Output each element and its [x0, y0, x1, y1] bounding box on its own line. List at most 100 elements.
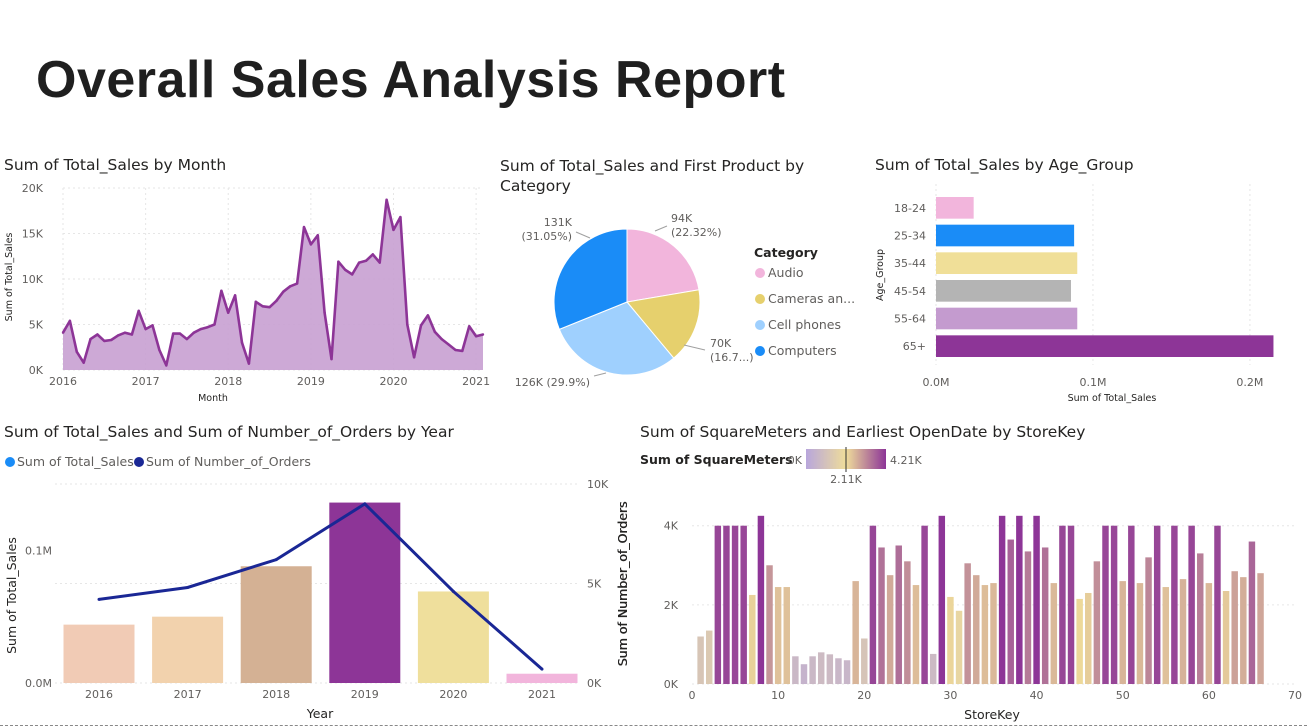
store-bar	[1205, 583, 1213, 684]
year-y2-tick: 10K	[587, 478, 609, 491]
store-bar	[1007, 539, 1014, 684]
month-x-tick: 2016	[49, 375, 77, 388]
year-x-tick: 2018	[262, 688, 290, 701]
pie-leader-line	[683, 344, 706, 351]
year-legend-marker	[5, 457, 15, 467]
month-y-tick: 0K	[29, 364, 44, 377]
pie-leader-line	[593, 372, 607, 377]
store-bar	[1136, 583, 1144, 684]
store-bar	[714, 525, 722, 684]
store-bar	[774, 587, 782, 684]
month-y-tick: 20K	[22, 182, 44, 195]
store-bar	[835, 658, 842, 684]
month-data-point	[96, 333, 99, 336]
month-data-point	[344, 268, 347, 272]
month-data-point	[461, 349, 464, 353]
store-bar	[697, 636, 704, 684]
store-bar	[783, 587, 790, 684]
category-chart-title: Sum of Total_Sales and First Product by …	[500, 157, 805, 195]
month-data-point	[192, 331, 196, 334]
month-x-axis-label: Month	[198, 393, 228, 404]
age-bar	[936, 280, 1071, 302]
month-y-tick: 15K	[22, 228, 44, 241]
year-legend-label: Sum of Total_Sales	[17, 454, 134, 469]
month-y-tick: 10K	[22, 273, 44, 286]
pie-data-label: 126K (29.9%)	[515, 376, 590, 389]
store-bar	[1093, 561, 1101, 684]
month-data-point	[89, 337, 92, 341]
month-data-point	[357, 261, 361, 264]
store-bar	[1188, 525, 1195, 684]
year-y-tick: 0.0M	[25, 677, 52, 690]
year-bar	[417, 591, 489, 683]
store-x-axis-label: StoreKey	[964, 707, 1020, 722]
month-data-point	[447, 343, 450, 346]
month-data-point	[289, 285, 292, 288]
month-data-point	[268, 306, 271, 309]
store-bar	[749, 594, 756, 684]
store-x-tick: 40	[1030, 689, 1044, 702]
store-bar	[955, 610, 963, 684]
store-bar	[981, 585, 989, 684]
age-y-tick: 35-44	[894, 257, 926, 270]
month-data-point	[468, 325, 471, 328]
store-bar	[912, 585, 920, 684]
store-bar	[1171, 525, 1178, 684]
store-bar	[1153, 525, 1161, 684]
month-data-point	[220, 289, 223, 293]
month-data-point	[144, 327, 147, 331]
store-bar	[1128, 525, 1135, 684]
report-title: Overall Sales Analysis Report	[36, 51, 786, 109]
store-y-axis-label: Sum of Number_of_Orders	[615, 502, 630, 667]
month-data-point	[426, 314, 430, 317]
age-x-tick: 0.1M	[1079, 376, 1106, 389]
page-divider	[0, 725, 1307, 726]
year-orders-point	[451, 589, 455, 593]
year-legend-marker	[134, 457, 144, 467]
store-scale-min: 0K	[788, 454, 803, 467]
store-x-tick: 30	[943, 689, 957, 702]
store-y-tick: 0K	[664, 678, 679, 691]
store-bar	[1067, 525, 1075, 684]
year-orders-point	[186, 585, 190, 589]
age-bar	[936, 307, 1078, 330]
store-bar	[1222, 591, 1230, 684]
month-data-point	[412, 356, 416, 359]
store-bar	[886, 575, 894, 684]
store-x-tick: 20	[857, 689, 871, 702]
year-x-tick: 2017	[174, 688, 202, 701]
store-chart-title: Sum of SquareMeters and Earliest OpenDat…	[640, 423, 1086, 441]
store-x-tick: 10	[771, 689, 785, 702]
store-bar	[1016, 515, 1023, 684]
age-chart-title: Sum of Total_Sales by Age_Group	[875, 156, 1134, 174]
month-data-point	[337, 260, 340, 263]
store-bar	[878, 547, 885, 684]
store-bar	[990, 583, 997, 684]
store-bar	[1257, 573, 1264, 684]
pie-legend-marker	[755, 346, 765, 356]
store-bar	[731, 525, 739, 684]
month-data-point	[165, 364, 168, 367]
month-data-point	[302, 225, 306, 229]
pie-legend-marker	[755, 294, 765, 304]
store-x-tick: 50	[1116, 689, 1130, 702]
store-bar	[817, 652, 825, 684]
store-bar	[740, 525, 747, 684]
month-data-point	[385, 198, 388, 202]
month-data-point	[171, 332, 175, 335]
age-bar	[936, 335, 1274, 357]
year-bar	[329, 502, 401, 683]
store-bar	[998, 515, 1006, 684]
pie-legend-label: Computers	[768, 343, 837, 358]
store-bar	[1231, 571, 1238, 684]
store-bar	[766, 565, 773, 684]
month-data-point	[151, 324, 154, 327]
pie-data-pct: (31.05%)	[521, 230, 572, 243]
store-bar	[792, 656, 799, 684]
month-data-point	[213, 323, 216, 326]
